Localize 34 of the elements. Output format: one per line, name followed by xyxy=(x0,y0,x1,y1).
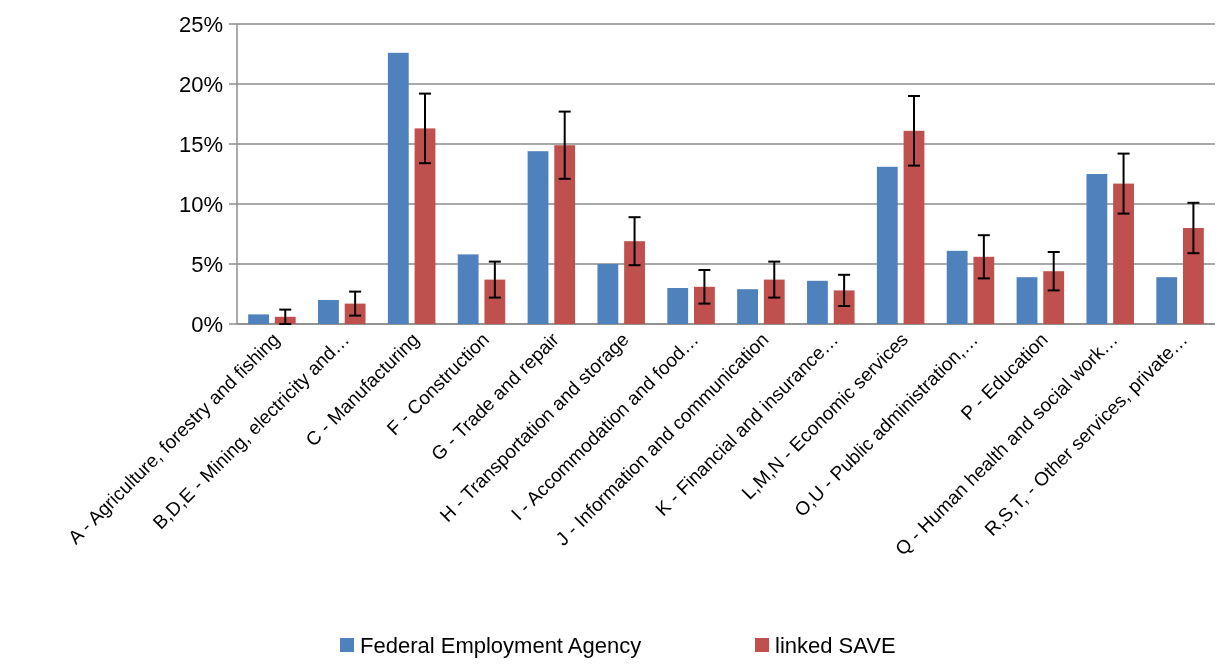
bar xyxy=(1183,228,1204,324)
y-tick-label: 0% xyxy=(191,311,223,337)
bar xyxy=(946,250,968,324)
bar xyxy=(1156,277,1178,324)
bar xyxy=(457,254,479,324)
bar xyxy=(694,286,715,324)
bar xyxy=(1043,271,1065,324)
bar xyxy=(667,288,689,324)
y-tick-label: 25% xyxy=(178,11,223,37)
bar xyxy=(624,241,645,324)
y-tick-label: 20% xyxy=(178,71,223,97)
bar xyxy=(1113,183,1134,324)
legend-label: Federal Employment Agency xyxy=(360,632,642,658)
y-tick-label: 15% xyxy=(178,131,223,157)
bar xyxy=(833,290,855,324)
bar xyxy=(737,289,758,324)
bar xyxy=(903,130,925,324)
bar xyxy=(414,128,436,324)
bar xyxy=(876,166,898,324)
bar xyxy=(248,314,269,324)
bar xyxy=(807,280,828,324)
bar xyxy=(318,300,339,324)
bar xyxy=(1086,174,1108,324)
bar xyxy=(387,52,409,324)
y-tick-label: 5% xyxy=(191,251,223,277)
bar xyxy=(763,279,785,324)
bar xyxy=(1016,277,1038,324)
bar xyxy=(554,145,576,324)
legend-label: linked SAVE xyxy=(775,632,896,658)
y-tick-label: 10% xyxy=(178,191,223,217)
bar xyxy=(484,279,506,324)
bar xyxy=(527,151,549,324)
bar xyxy=(597,264,619,324)
bar xyxy=(973,256,995,324)
